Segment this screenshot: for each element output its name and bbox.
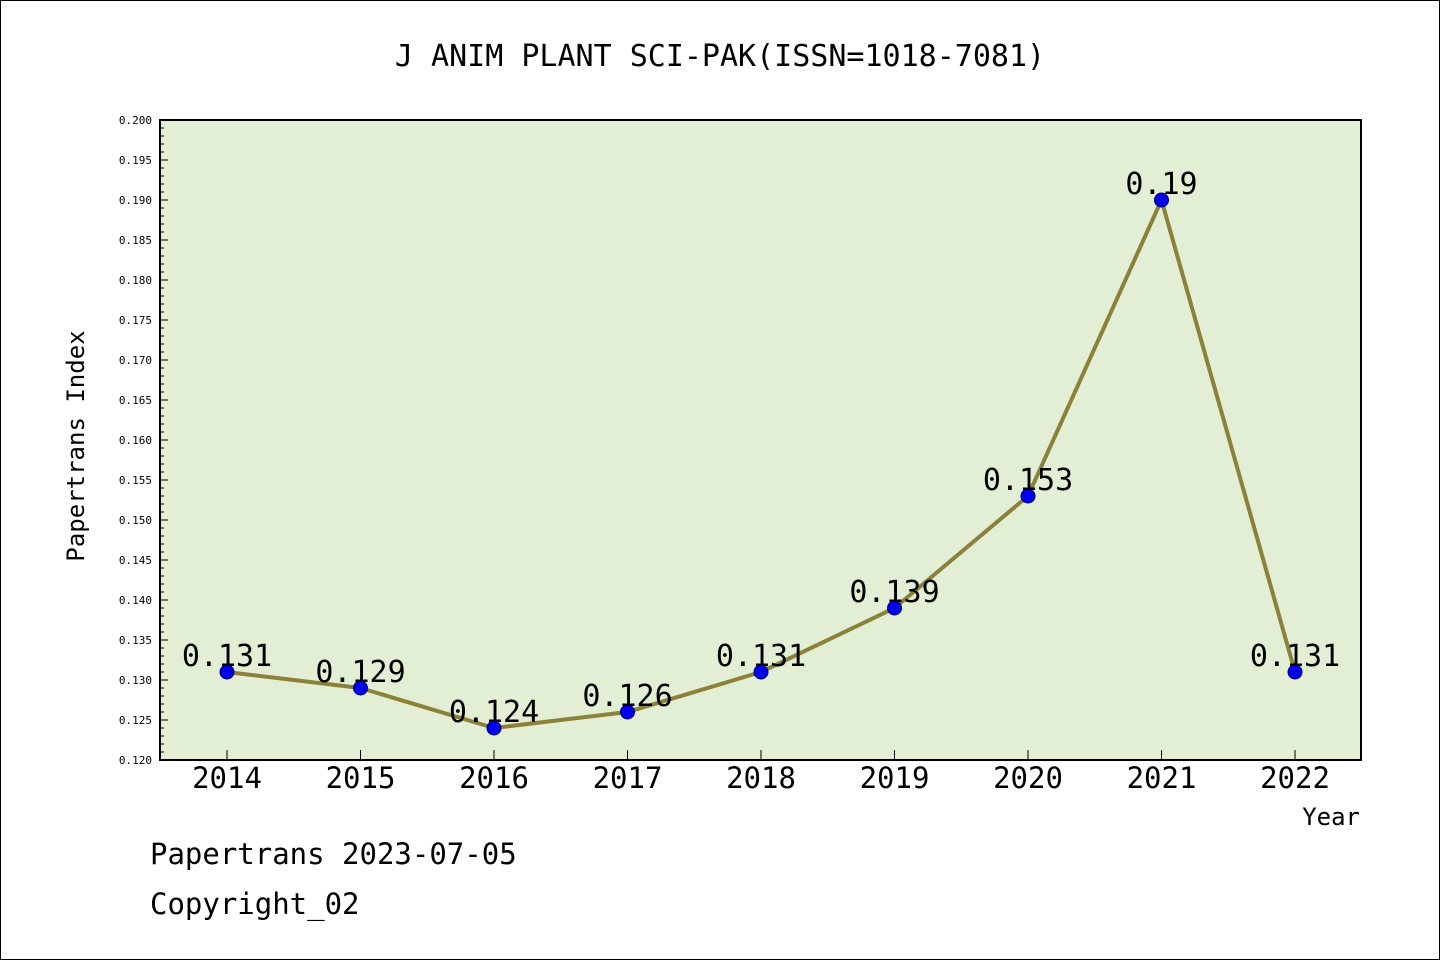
y-tick-label: 0.180 (119, 274, 152, 287)
x-axis-title: Year (1302, 803, 1360, 831)
x-tick-label: 2019 (860, 761, 930, 795)
x-tick-label: 2014 (192, 761, 262, 795)
data-label: 0.131 (1250, 639, 1340, 674)
data-label: 0.131 (182, 639, 272, 674)
y-tick-label: 0.140 (119, 594, 152, 607)
y-tick-label: 0.175 (119, 314, 152, 327)
data-label: 0.126 (582, 679, 672, 714)
series-line (219, 192, 1303, 736)
data-point (353, 680, 368, 696)
data-point (1287, 664, 1303, 680)
x-tick-label: 2018 (726, 761, 796, 795)
x-tick-label: 2017 (593, 761, 663, 795)
data-point (753, 664, 769, 680)
data-label: 0.153 (983, 463, 1073, 498)
y-axis-title: Papertrans Index (62, 330, 90, 561)
y-tick-label: 0.120 (119, 754, 152, 767)
data-label: 0.139 (849, 575, 939, 610)
data-label: 0.131 (716, 639, 806, 674)
x-tick-label: 2021 (1127, 761, 1197, 795)
x-tick-label: 2020 (993, 761, 1063, 795)
data-point (1020, 488, 1036, 504)
y-tick-label: 0.160 (119, 434, 152, 447)
data-labels: 0.131 0.129 0.124 0.126 0.131 0.139 0.153 0.19 0… (182, 167, 1340, 730)
y-tick-label: 0.200 (119, 114, 152, 127)
data-label: 0.19 (1125, 167, 1197, 202)
plot-area (159, 119, 1362, 761)
footer-copyright: Copyright_02 (150, 887, 360, 922)
y-tick-label: 0.165 (119, 394, 152, 407)
data-point (486, 720, 502, 736)
data-point (887, 600, 902, 616)
y-tick-label: 0.190 (119, 194, 152, 207)
y-tick-label: 0.155 (119, 474, 152, 487)
footer-date: Papertrans 2023-07-05 (150, 837, 517, 871)
data-label: 0.129 (315, 655, 405, 690)
y-axis: 0.120 0.125 0.130 0.135 0.140 0.145 0.150 0.155… (119, 114, 168, 767)
y-tick-label: 0.150 (119, 514, 152, 527)
x-tick-label: 2022 (1260, 761, 1330, 795)
y-tick-label: 0.170 (119, 354, 152, 367)
y-tick-label: 0.135 (119, 634, 152, 647)
y-tick-label: 0.125 (119, 714, 152, 727)
data-point (219, 664, 235, 680)
data-point (1154, 192, 1169, 208)
y-tick-label: 0.195 (119, 154, 152, 167)
x-tick-label: 2015 (326, 761, 396, 795)
data-label: 0.124 (449, 695, 539, 730)
x-tick-label: 2016 (459, 761, 529, 795)
data-point (620, 704, 635, 720)
x-axis: 2014 2015 2016 2017 2018 2019 2020 2021 2022 (192, 750, 1330, 795)
y-tick-label: 0.185 (119, 234, 152, 247)
y-tick-label: 0.130 (119, 674, 152, 687)
y-tick-label: 0.145 (119, 554, 152, 567)
chart-title: J ANIM PLANT SCI-PAK(ISSN=1018-7081) (395, 39, 1045, 74)
